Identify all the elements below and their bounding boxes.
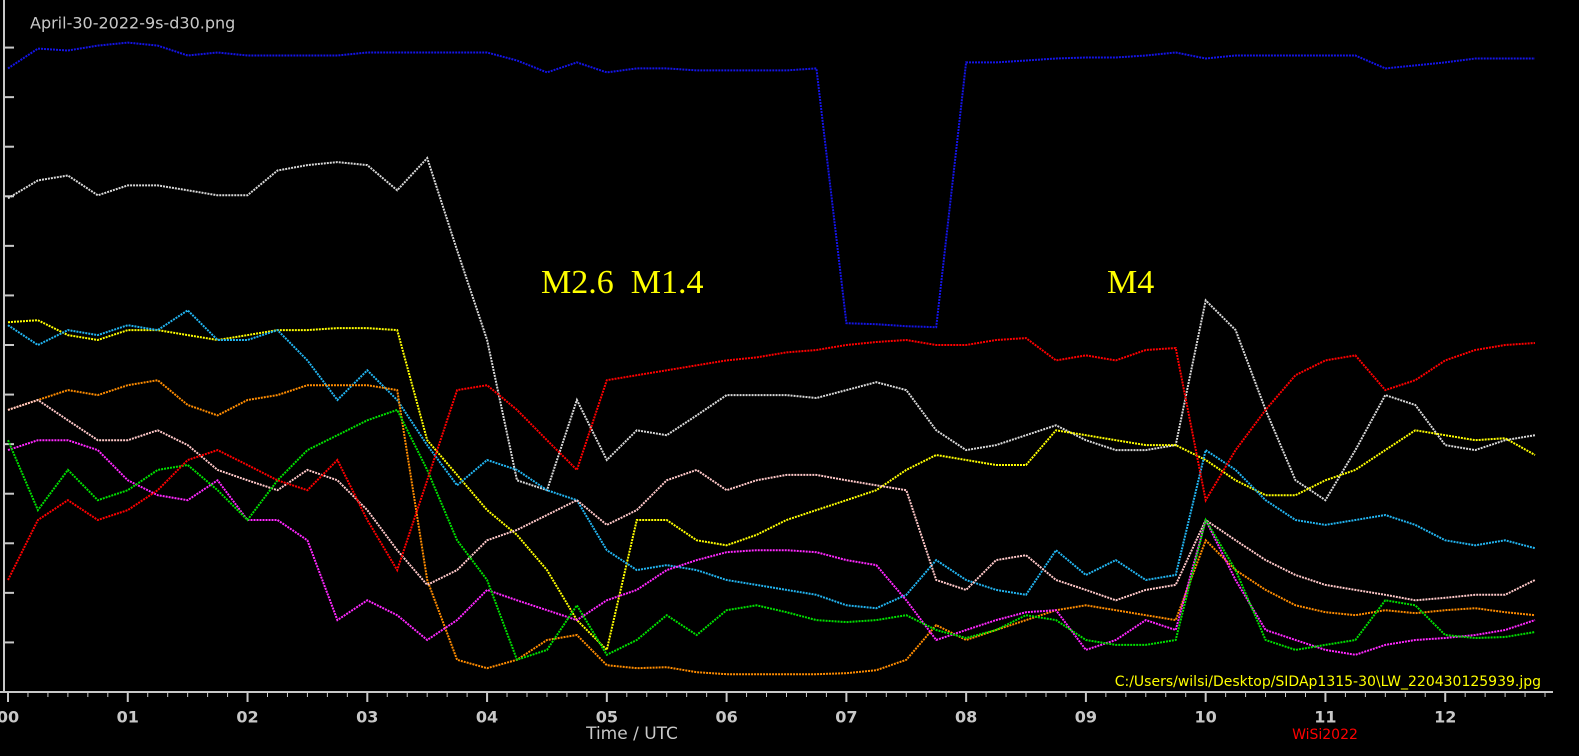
data-line [7,309,1536,610]
file-path: C:/Users/wilsi/Desktop/SIDAp1315-30\LW_2… [1115,674,1541,690]
x-tick-label: 02 [236,708,258,727]
chart-title: April-30-2022-9s-d30.png [30,14,235,33]
x-tick-label: 07 [835,708,857,727]
x-axis-label: Time / UTC [585,724,678,744]
data-line [7,398,1536,602]
annotation: M2.6 M1.4 [541,264,703,301]
data-line [7,319,1536,652]
x-tick-label: 00 [0,708,19,727]
x-tick-label: 12 [1434,708,1456,727]
x-tick-label: 09 [1075,708,1097,727]
x-tick-label: 03 [356,708,378,727]
data-line [7,337,1536,581]
data-line [7,379,1536,676]
data-line [7,156,1536,502]
x-tick-label: 06 [715,708,737,727]
x-tick-label: 10 [1195,708,1217,727]
x-tick-label: 05 [596,708,618,727]
data-line [7,439,1536,656]
x-tick-label: 11 [1314,708,1336,727]
x-tick-label: 04 [476,708,498,727]
data-line [7,41,1535,329]
credit: WiSi2022 [1292,727,1358,743]
x-tick-label: 01 [117,708,139,727]
annotation: M4 [1107,264,1154,301]
data-line [7,408,1536,662]
x-tick-label: 08 [955,708,977,727]
